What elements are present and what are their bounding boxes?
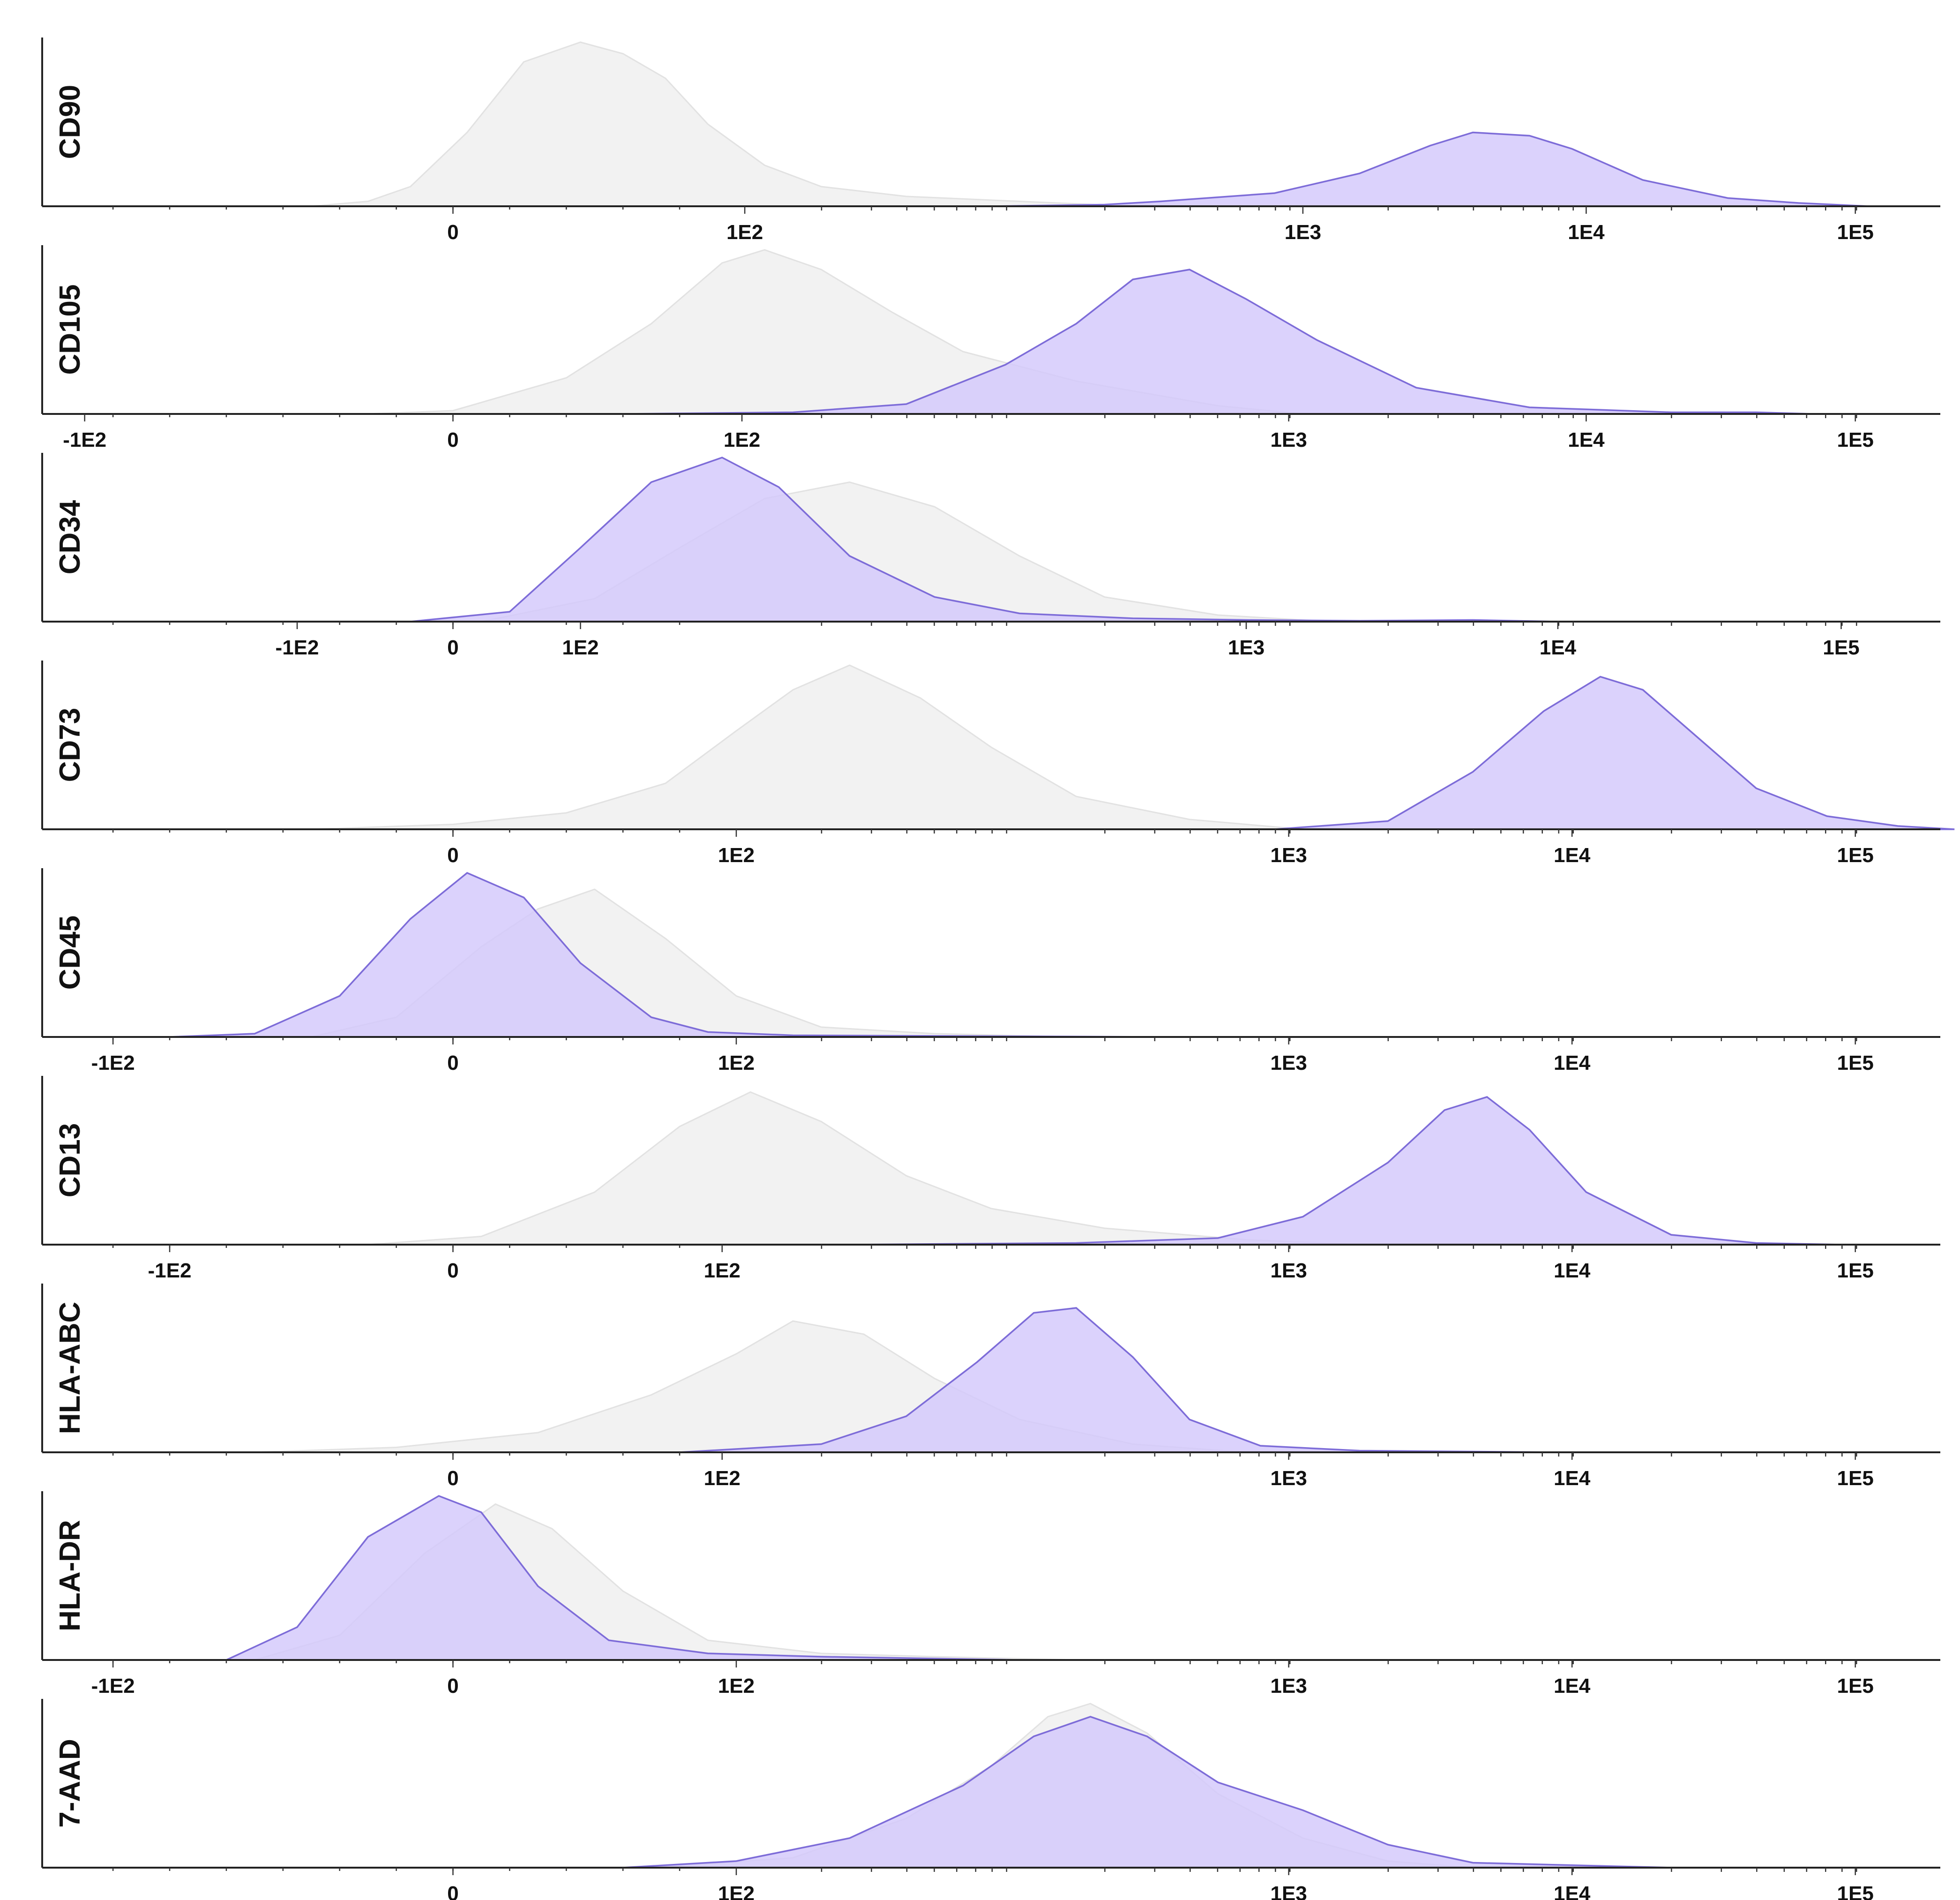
panel-label: CD73 [54,708,86,782]
tick-label: 0 [447,221,458,244]
tick-label: 1E3 [1271,844,1307,867]
tick-label: 1E5 [1823,636,1859,659]
panel-cd90: 0 1E2 1E3 1E4 1E5 CD90 [41,38,1940,244]
panel-hla-dr: -1E2 0 1E2 1E3 1E4 1E5 HLA-DR [41,1491,1940,1697]
panel-label: CD105 [54,285,86,375]
panel-label: CD34 [54,500,86,574]
tick-label: 1E5 [1837,844,1874,867]
panel-label: HLA-ABC [54,1302,86,1434]
isotype-histogram [367,1091,1360,1246]
tick-label: 1E2 [718,1882,755,1900]
tick-label: 1E5 [1837,1259,1874,1282]
panel-hla-abc: 0 1E2 1E3 1E4 1E5 HLA-ABC [41,1284,1940,1490]
tick-label: 1E2 [718,844,755,867]
marker-histogram [991,131,1870,207]
tick-label: 0 [447,844,458,867]
tick-label: 1E3 [1271,1675,1307,1697]
tick-label: 0 [447,1259,458,1282]
panel-cd34: -1E2 0 1E2 1E3 1E4 1E5 CD34 [41,453,1940,659]
tick-label: 1E2 [718,1675,755,1697]
tick-label: 1E4 [1554,1675,1591,1697]
tick-label: 1E3 [1271,1467,1307,1490]
tick-label: 1E4 [1554,1051,1591,1074]
tick-label: 1E4 [1554,1259,1591,1282]
tick-label: 1E5 [1837,1882,1874,1900]
tick-label: 1E2 [724,428,760,451]
tick-label: 1E5 [1837,428,1874,451]
panel-cd105: -1E2 0 1E2 1E3 1E4 1E5 CD105 [41,245,1940,451]
panel-7-aad: 0 1E2 1E3 1E4 1E5 7-AAD [41,1699,1940,1900]
marker-histogram [169,871,1161,1038]
marker-histogram [623,1716,1671,1869]
tick-label: 1E4 [1540,636,1577,659]
minor-ticks [112,1868,1857,1872]
panel-label: HLA-DR [54,1520,86,1631]
tick-label: 0 [447,428,458,451]
tick-label: 0 [447,1882,458,1900]
tick-label: 1E2 [704,1467,741,1490]
tick-label: 1E2 [562,636,598,659]
minor-ticks [112,414,1857,418]
marker-histogram [849,1096,1841,1246]
marker-histogram [623,269,1813,415]
isotype-histogram [311,41,1133,207]
tick-label: 0 [447,636,458,659]
minor-ticks [112,622,1857,626]
marker-histogram [410,457,1558,623]
panel-label: CD13 [54,1123,86,1198]
tick-label: 1E5 [1837,1051,1874,1074]
tick-label: 0 [447,1467,458,1490]
minor-ticks [112,1660,1857,1664]
tick-label: -1E2 [91,1051,135,1074]
tick-label: 1E3 [1271,1051,1307,1074]
tick-label: 1E3 [1228,636,1264,659]
panel-label: 7-AAD [54,1739,86,1827]
tick-label: 1E4 [1554,844,1591,867]
tick-label: 1E3 [1271,1259,1307,1282]
tick-label: 1E5 [1837,221,1874,244]
tick-label: -1E2 [63,428,106,451]
tick-label: 1E4 [1568,221,1605,244]
tick-label: -1E2 [276,636,319,659]
minor-ticks [112,1452,1857,1457]
panel-label: CD90 [54,85,86,159]
tick-label: 0 [447,1675,458,1697]
marker-histogram [1274,676,1955,830]
tick-label: 1E3 [1271,428,1307,451]
tick-label: -1E2 [148,1259,192,1282]
minor-ticks [112,206,1857,210]
tick-label: 1E5 [1837,1467,1874,1490]
tick-label: 1E4 [1554,1882,1591,1900]
tick-label: 0 [447,1051,458,1074]
marker-histogram [226,1495,1020,1661]
panel-cd45: -1E2 0 1E2 1E3 1E4 1E5 CD45 [41,868,1940,1074]
minor-ticks [112,829,1857,834]
tick-label: 1E3 [1285,221,1321,244]
tick-label: 1E4 [1568,428,1605,451]
tick-label: -1E2 [91,1675,135,1697]
tick-label: 1E3 [1271,1882,1307,1900]
panel-label: CD45 [54,916,86,990]
isotype-histogram [311,664,1303,830]
tick-label: 1E2 [718,1051,755,1074]
tick-label: 1E5 [1837,1675,1874,1697]
panel-cd73: 0 1E2 1E3 1E4 1E5 CD73 [41,661,1955,867]
tick-label: 1E2 [726,221,763,244]
tick-label: 1E2 [704,1259,741,1282]
panel-cd13: -1E2 0 1E2 1E3 1E4 1E5 CD13 [41,1076,1940,1282]
marker-histogram [679,1307,1558,1453]
tick-label: 1E4 [1554,1467,1591,1490]
